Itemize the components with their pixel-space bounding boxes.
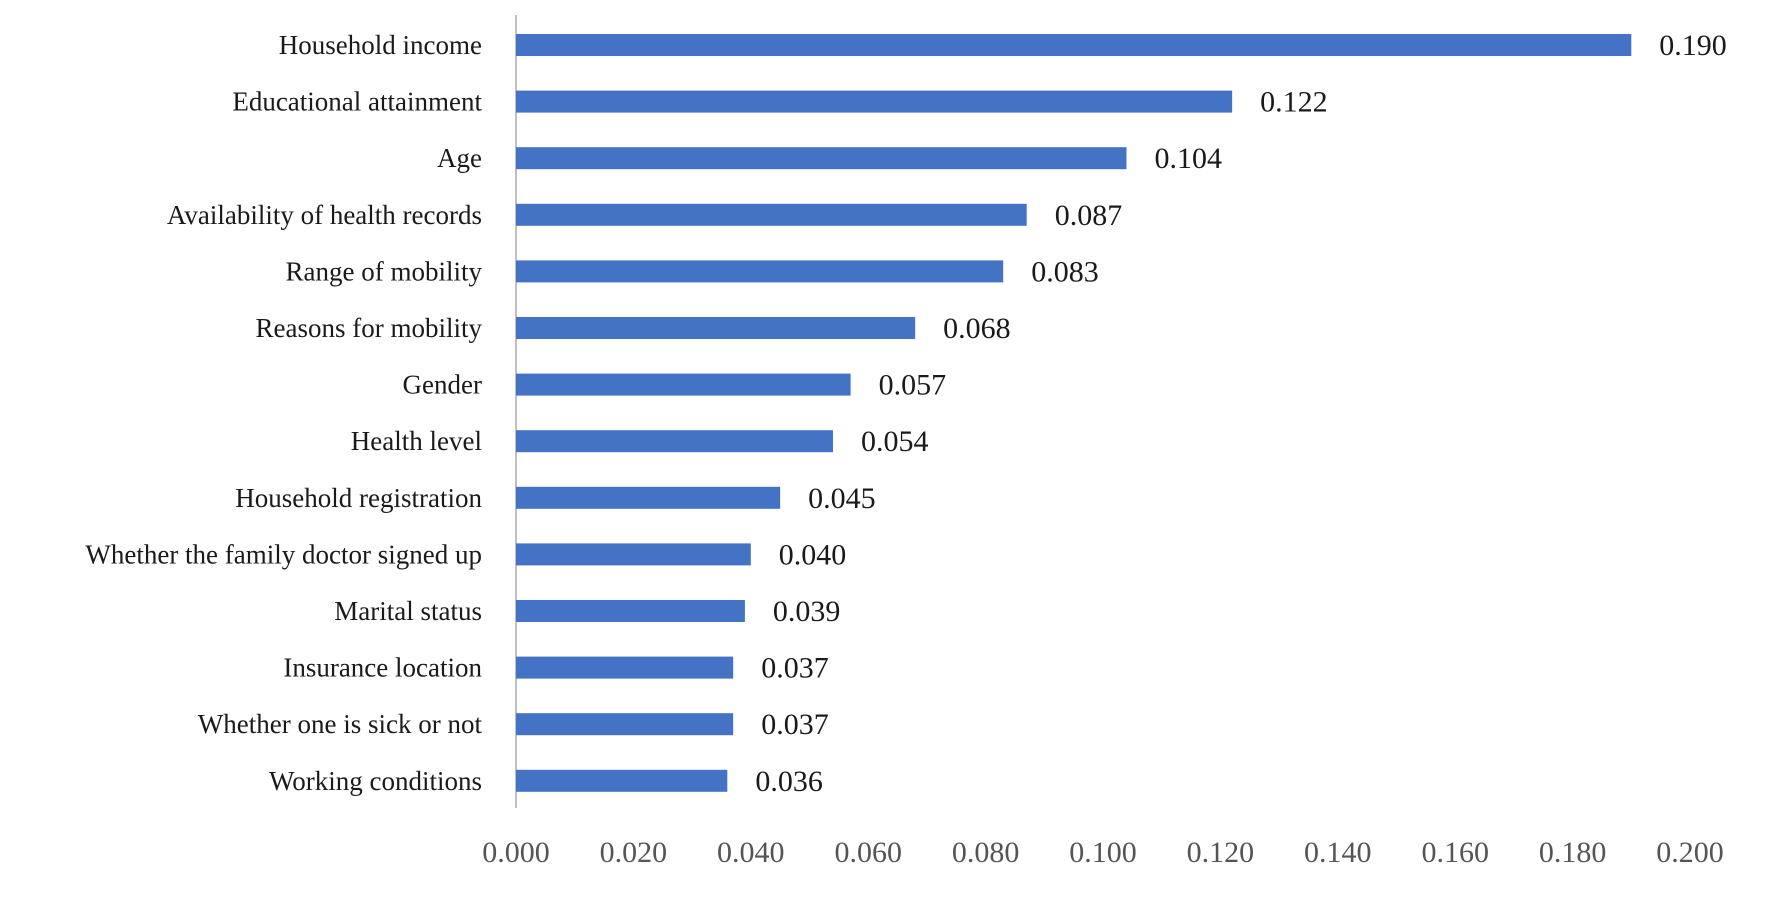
x-tick-label-11: 0.200: [1656, 836, 1724, 869]
category-label-4: Availability of health records: [167, 200, 482, 230]
bar-12: [516, 656, 734, 679]
x-tick-label-7: 0.120: [1187, 836, 1255, 869]
value-label-14: 0.036: [755, 765, 823, 798]
value-label-10: 0.040: [779, 538, 847, 571]
value-label-4: 0.087: [1055, 199, 1123, 232]
value-label-5: 0.083: [1031, 255, 1099, 288]
value-label-6: 0.068: [943, 312, 1011, 345]
value-label-8: 0.054: [861, 425, 929, 458]
category-label-7: Gender: [403, 370, 482, 400]
category-label-14: Working conditions: [269, 766, 482, 796]
value-label-12: 0.037: [761, 652, 829, 685]
x-tick-label-9: 0.160: [1421, 836, 1489, 869]
x-tick-label-5: 0.080: [952, 836, 1020, 869]
bar-3: [516, 147, 1127, 170]
bar-6: [516, 317, 916, 339]
category-label-10: Whether the family doctor signed up: [85, 539, 482, 569]
value-label-7: 0.057: [879, 369, 947, 402]
x-tick-label-10: 0.180: [1539, 836, 1607, 869]
x-tick-label-6: 0.100: [1069, 836, 1137, 869]
bar-11: [516, 600, 745, 622]
bar-9: [516, 486, 781, 509]
category-label-12: Insurance location: [283, 653, 482, 683]
value-label-9: 0.045: [808, 482, 876, 515]
x-axis-ticks-group: 0.000 0.020 0.040 0.060 0.080 0.100 0.120 0.140…: [482, 836, 1724, 869]
value-label-2: 0.122: [1260, 86, 1328, 119]
x-tick-label-3: 0.040: [717, 836, 785, 869]
value-label-1: 0.190: [1659, 29, 1727, 62]
category-label-1: Household income: [279, 30, 482, 60]
value-labels-group: 0.190 0.122 0.104 0.087 0.083 0.068 0.057 0.054…: [755, 29, 1726, 798]
bar-14: [516, 769, 728, 792]
bar-4: [516, 203, 1027, 226]
bar-8: [516, 430, 833, 453]
bars-group: [516, 34, 1632, 792]
value-label-13: 0.037: [761, 708, 829, 741]
category-label-2: Educational attainment: [232, 87, 482, 117]
category-label-11: Marital status: [334, 596, 482, 626]
category-label-9: Household registration: [235, 483, 482, 513]
category-labels-group: Household income Educational attainment Ag…: [85, 30, 482, 796]
bar-10: [516, 543, 751, 566]
category-label-13: Whether one is sick or not: [198, 709, 483, 739]
bar-7: [516, 373, 851, 396]
x-tick-label-1: 0.000: [482, 836, 550, 869]
category-label-5: Range of mobility: [286, 256, 483, 286]
x-tick-label-8: 0.140: [1304, 836, 1372, 869]
value-label-3: 0.104: [1154, 142, 1222, 175]
category-label-3: Age: [437, 143, 482, 173]
bar-5: [516, 260, 1004, 283]
bar-2: [516, 90, 1233, 113]
x-tick-label-4: 0.060: [834, 836, 902, 869]
bar-13: [516, 713, 734, 736]
value-label-11: 0.039: [773, 595, 841, 628]
x-tick-label-2: 0.020: [600, 836, 668, 869]
category-label-6: Reasons for mobility: [256, 313, 483, 343]
category-label-8: Health level: [351, 426, 482, 456]
bar-1: [516, 34, 1632, 56]
